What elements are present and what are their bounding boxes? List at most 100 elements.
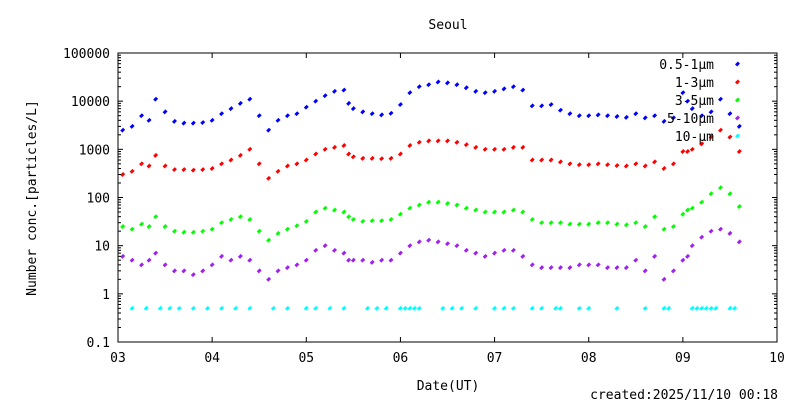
data-point: [529, 157, 535, 163]
data-point: [341, 250, 347, 256]
data-point: [699, 305, 705, 311]
data-point: [209, 117, 215, 123]
data-point: [614, 163, 620, 169]
data-point: [492, 305, 498, 311]
data-point: [139, 221, 145, 227]
data-points-layer: [120, 79, 742, 311]
data-point: [567, 161, 573, 167]
data-point: [275, 117, 281, 123]
data-point: [694, 305, 700, 311]
data-point: [416, 305, 422, 311]
data-point: [294, 111, 300, 117]
data-point: [605, 113, 611, 119]
data-point: [332, 144, 338, 150]
data-point: [708, 305, 714, 311]
data-point: [388, 216, 394, 222]
data-point: [139, 262, 145, 268]
data-point: [139, 161, 145, 167]
data-point: [670, 161, 676, 167]
data-point: [633, 111, 639, 117]
data-point: [360, 218, 366, 224]
x-tick-label: 04: [204, 351, 220, 366]
data-point: [595, 220, 601, 226]
data-point: [548, 157, 554, 163]
created-timestamp: created:2025/11/10 00:18: [590, 388, 778, 400]
data-point: [374, 305, 380, 311]
data-point: [576, 113, 582, 119]
data-point: [416, 202, 422, 208]
data-point: [332, 207, 338, 213]
data-point: [685, 98, 691, 104]
data-point: [557, 265, 563, 271]
data-point: [661, 118, 667, 124]
data-point: [520, 87, 526, 93]
data-point: [346, 214, 352, 220]
data-point: [369, 218, 375, 224]
data-point: [313, 151, 319, 157]
data-point: [689, 205, 695, 211]
data-point: [623, 265, 629, 271]
data-point: [454, 202, 460, 208]
data-point: [120, 127, 126, 133]
data-point: [670, 224, 676, 229]
data-point: [718, 185, 723, 191]
chart-title: Seoul: [428, 18, 467, 33]
data-point: [642, 115, 648, 121]
data-point: [614, 221, 620, 227]
data-point: [129, 305, 135, 311]
data-point: [595, 262, 601, 268]
data-point: [557, 107, 563, 113]
data-point: [685, 207, 691, 213]
data-point: [228, 257, 234, 263]
data-point: [529, 262, 535, 268]
data-point: [190, 120, 196, 126]
y-axis-label: Number conc.[particles/L]: [25, 100, 40, 296]
data-point: [181, 167, 187, 173]
data-point: [407, 243, 413, 249]
data-point: [539, 157, 545, 163]
y-tick-label: 100000: [63, 47, 110, 62]
data-point: [322, 205, 328, 211]
data-point: [228, 216, 234, 222]
data-point: [341, 87, 347, 93]
data-point: [237, 253, 243, 259]
data-point: [360, 257, 366, 263]
data-point: [172, 167, 177, 173]
data-point: [426, 138, 432, 144]
data-point: [407, 205, 413, 211]
y-tick-label: 100: [87, 192, 110, 207]
data-point: [360, 155, 366, 161]
legend-label: 3-5μm: [675, 94, 714, 109]
data-point: [146, 163, 152, 169]
data-point: [445, 138, 450, 144]
data-point: [553, 305, 559, 311]
data-point: [294, 262, 300, 268]
data-point: [633, 220, 639, 226]
data-point: [614, 114, 620, 119]
data-point: [322, 93, 328, 99]
data-point: [699, 113, 705, 119]
data-point: [313, 98, 319, 104]
data-point: [557, 220, 563, 226]
data-point: [341, 143, 347, 148]
data-point: [379, 218, 385, 224]
data-point: [548, 265, 554, 271]
data-point: [219, 220, 225, 226]
data-point: [346, 100, 352, 106]
data-point: [247, 216, 253, 222]
data-point: [172, 118, 177, 124]
data-point: [204, 305, 210, 311]
data-point: [435, 239, 441, 245]
data-point: [284, 163, 290, 169]
data-point: [708, 109, 714, 115]
data-point: [435, 199, 441, 205]
data-point: [482, 209, 488, 215]
data-point: [219, 161, 225, 167]
data-point: [247, 96, 253, 102]
data-point: [256, 113, 262, 119]
data-point: [350, 257, 356, 263]
data-point: [501, 146, 507, 152]
data-point: [463, 142, 469, 148]
data-point: [153, 214, 159, 220]
